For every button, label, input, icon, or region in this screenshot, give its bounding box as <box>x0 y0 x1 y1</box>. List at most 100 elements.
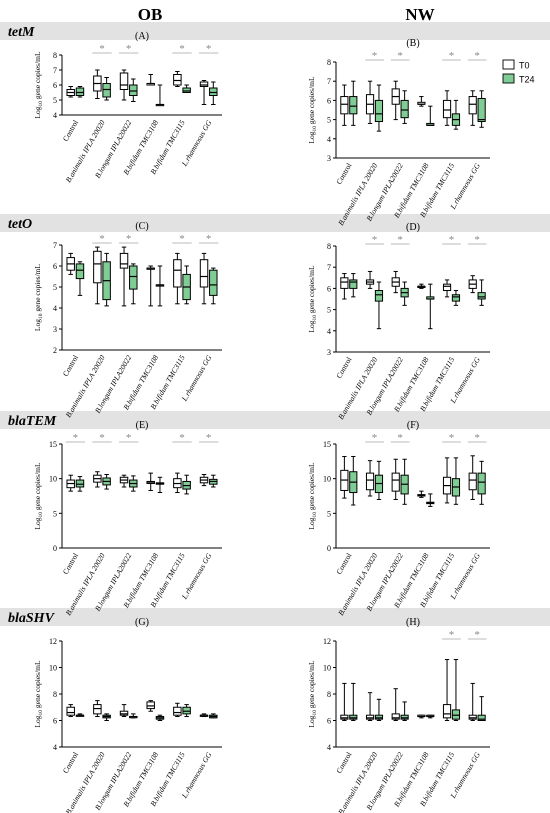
panel-letter: (B) <box>406 38 419 49</box>
y-tick-label: 5 <box>53 283 57 292</box>
box-t0-5 <box>173 702 182 718</box>
box-t0-3 <box>119 704 129 718</box>
box-t0-4 <box>417 96 426 107</box>
significance-star: * <box>206 432 212 444</box>
y-axis-label: Log10 gene copies/mL <box>33 264 44 332</box>
box-t0-1 <box>340 273 349 300</box>
box-t0-4 <box>146 700 155 712</box>
box-t24-6 <box>209 474 218 488</box>
column-header-nw: NW <box>405 5 434 24</box>
box-t24-1 <box>349 273 358 298</box>
iqr-box <box>442 99 452 119</box>
panel-letter: (A) <box>135 31 149 42</box>
box-t0-6 <box>468 90 477 126</box>
box-t0-4 <box>417 714 426 719</box>
row-band-teto <box>0 214 550 232</box>
box-t24-5 <box>182 474 191 495</box>
box-t24-6 <box>209 81 218 105</box>
box-t24-3 <box>129 78 138 102</box>
y-tick-label: 5 <box>327 116 331 125</box>
significance-star: * <box>397 50 403 62</box>
iqr-box <box>93 250 102 284</box>
legend-label-t24: T24 <box>519 75 535 85</box>
box-t24-4 <box>155 265 165 307</box>
significance-star: * <box>179 432 185 444</box>
significance-star: * <box>99 233 105 245</box>
box-t24-1 <box>75 86 85 98</box>
panel-letter: (E) <box>136 420 149 431</box>
box-t24-3 <box>129 263 138 305</box>
iqr-box <box>477 97 486 123</box>
iqr-box <box>365 472 375 491</box>
box-t24-4 <box>155 84 165 107</box>
box-t24-2 <box>374 84 384 132</box>
iqr-box <box>442 704 452 719</box>
iqr-box <box>209 269 218 296</box>
significance-star: * <box>372 50 378 62</box>
y-tick-label: 10 <box>49 664 57 673</box>
y-tick-label: 10 <box>323 475 331 484</box>
y-axis-label: Log10 gene copies/mL <box>307 462 318 530</box>
iqr-box <box>66 706 75 716</box>
legend-label-t0: T0 <box>519 61 530 71</box>
iqr-box <box>340 277 349 289</box>
x-tick-label: Control <box>61 751 80 775</box>
y-tick-label: 15 <box>323 440 331 449</box>
box-t24-2 <box>102 252 111 307</box>
y-tick-label: 12 <box>323 637 331 646</box>
y-tick-label: 8 <box>53 690 57 699</box>
box-t24-1 <box>75 261 85 296</box>
significance-star: * <box>372 432 378 444</box>
box-t24-5 <box>451 290 461 306</box>
significance-star: * <box>73 432 79 444</box>
y-tick-label: 10 <box>323 664 331 673</box>
significance-star: * <box>99 43 105 55</box>
y-axis-label: Log10 gene copies/mL <box>33 51 44 119</box>
box-t0-4 <box>417 490 426 498</box>
y-tick-label: 4 <box>327 743 331 752</box>
box-t0-6 <box>199 474 209 487</box>
iqr-box <box>477 472 486 495</box>
y-tick-label: 4 <box>327 135 331 144</box>
iqr-box <box>374 290 384 302</box>
box-t24-4 <box>155 714 165 721</box>
box-t24-6 <box>477 279 486 306</box>
iqr-box <box>451 294 461 302</box>
box-t0-1 <box>340 455 349 499</box>
box-t24-5 <box>182 265 191 305</box>
box-t24-4 <box>426 714 435 719</box>
box-t0-3 <box>391 688 400 721</box>
box-t0-5 <box>442 90 452 126</box>
box-t24-5 <box>182 704 191 718</box>
box-t24-4 <box>426 493 435 507</box>
box-t0-5 <box>442 279 452 298</box>
column-header-ob: OB <box>138 5 163 24</box>
box-t24-2 <box>374 281 384 330</box>
x-tick-label: Control <box>61 552 80 576</box>
y-tick-label: 5 <box>327 306 331 315</box>
significance-star: * <box>126 432 132 444</box>
box-t24-2 <box>374 460 384 500</box>
gene-label-blashv: blaSHV <box>8 611 56 626</box>
box-t24-5 <box>451 457 461 505</box>
y-tick-label: 6 <box>53 81 57 90</box>
iqr-box <box>75 87 85 96</box>
row-band-blatem <box>0 411 550 429</box>
box-t24-3 <box>400 458 409 505</box>
x-tick-label: Control <box>334 751 353 775</box>
legend-swatch-t0 <box>502 59 515 70</box>
y-tick-label: 2 <box>53 346 57 355</box>
box-t0-4 <box>146 265 155 307</box>
significance-star: * <box>449 432 455 444</box>
box-t0-2 <box>93 700 102 718</box>
iqr-box <box>374 714 384 720</box>
iqr-box <box>391 472 400 492</box>
box-t0-6 <box>199 252 209 305</box>
gene-label-tetm: tetM <box>8 25 35 40</box>
box-t0-6 <box>199 80 209 105</box>
significance-star: * <box>474 432 480 444</box>
x-tick-label: Control <box>61 354 80 378</box>
panel-letter: (C) <box>135 221 148 232</box>
